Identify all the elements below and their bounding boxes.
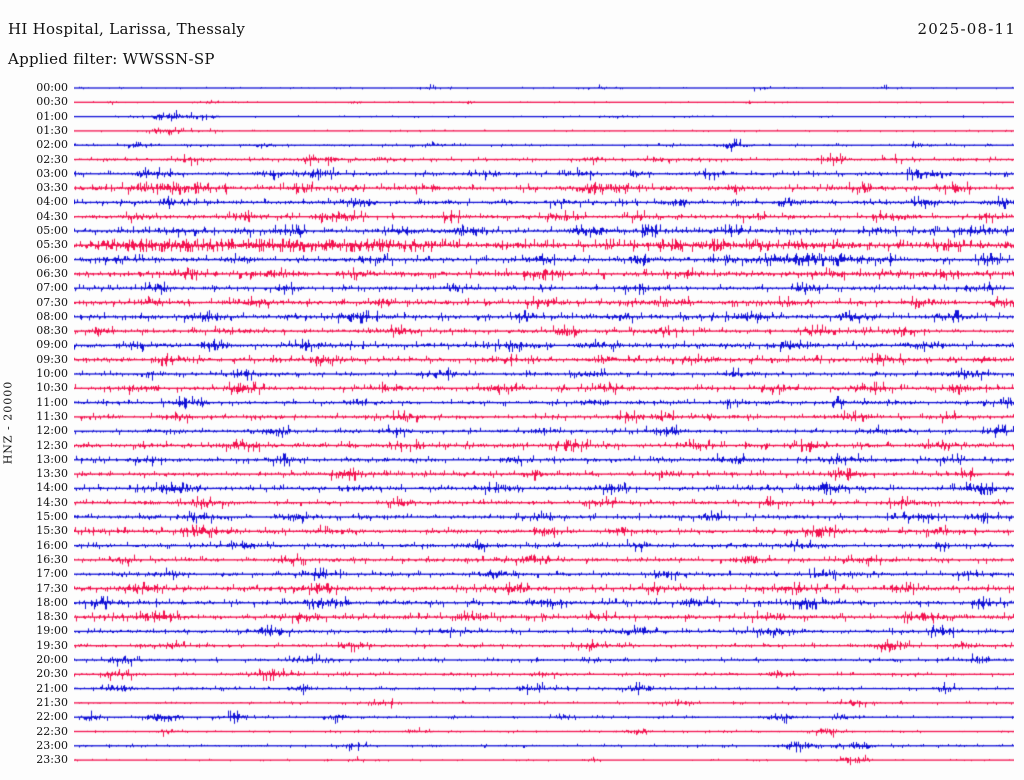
station-title: HI Hospital, Larissa, Thessaly — [8, 20, 246, 38]
time-label: 19:00 — [36, 624, 68, 638]
time-label: 06:30 — [36, 266, 68, 280]
time-label: 15:00 — [36, 510, 68, 523]
time-label: 21:30 — [36, 695, 68, 709]
time-label: 01:30 — [36, 123, 68, 137]
time-label: 02:30 — [36, 152, 68, 166]
time-label: 08:30 — [36, 324, 68, 338]
time-label: 07:00 — [36, 281, 68, 295]
time-label: 23:30 — [36, 753, 68, 767]
time-label: 10:30 — [36, 381, 68, 395]
time-label: 13:30 — [36, 467, 68, 481]
time-label: 11:30 — [36, 409, 68, 423]
time-label: 11:00 — [36, 395, 68, 409]
time-label: 05:30 — [36, 238, 68, 252]
time-label: 16:30 — [36, 552, 68, 566]
time-label: 16:00 — [36, 538, 68, 552]
time-label: 03:00 — [36, 166, 68, 180]
date-label: 2025-08-11 — [917, 20, 1016, 38]
time-label: 21:00 — [36, 681, 68, 695]
time-label: 01:00 — [36, 109, 68, 123]
time-label: 00:30 — [36, 95, 68, 109]
time-label: 03:30 — [36, 181, 68, 195]
time-label: 20:00 — [36, 653, 68, 666]
time-label: 02:00 — [36, 138, 68, 152]
time-label: 13:00 — [36, 452, 68, 466]
time-label: 00:00 — [36, 81, 68, 94]
time-label: 04:00 — [36, 195, 68, 209]
time-label: 22:30 — [36, 724, 68, 738]
time-label: 20:30 — [36, 667, 68, 681]
time-label: 09:00 — [36, 338, 68, 352]
time-label: 05:00 — [36, 224, 68, 237]
time-label: 15:30 — [36, 524, 68, 538]
time-label: 12:30 — [36, 438, 68, 452]
time-label: 10:00 — [36, 367, 68, 380]
time-label: 18:30 — [36, 610, 68, 624]
time-label: 14:00 — [36, 481, 68, 495]
time-label: 08:00 — [36, 309, 68, 323]
applied-filter-label: Applied filter: WWSSN-SP — [8, 50, 215, 68]
time-label: 17:30 — [36, 581, 68, 595]
time-label: 14:30 — [36, 495, 68, 509]
helicorder-plot — [74, 81, 1014, 773]
time-label: 07:30 — [36, 295, 68, 309]
time-label: 18:00 — [36, 595, 68, 609]
time-label: 09:30 — [36, 352, 68, 366]
time-label: 22:00 — [36, 710, 68, 724]
time-label: 12:00 — [36, 424, 68, 438]
time-axis: 00:00 00:30 01:00 01:30 02:00 02:30 03:00 03:30… — [0, 0, 70, 780]
time-label: 04:30 — [36, 209, 68, 223]
time-label: 17:00 — [36, 567, 68, 581]
time-label: 23:00 — [36, 738, 68, 752]
time-label: 06:00 — [36, 252, 68, 266]
time-label: 19:30 — [36, 638, 68, 652]
